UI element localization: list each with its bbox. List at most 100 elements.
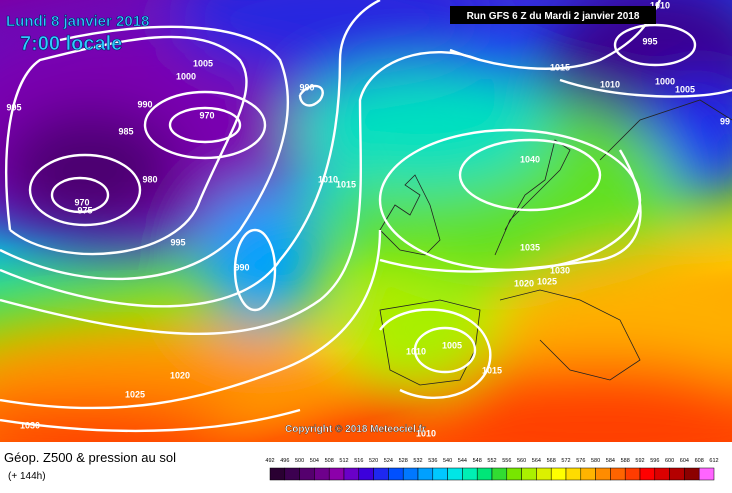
legend-level: 532 [413, 458, 422, 464]
legend-level: 572 [561, 458, 570, 464]
legend-swatch [343, 467, 360, 481]
isobar-label: 1025 [125, 389, 145, 399]
legend-level: 492 [265, 458, 274, 464]
legend-swatch [269, 467, 286, 481]
isobar-label: 99 [720, 116, 730, 126]
legend-swatch [284, 467, 300, 481]
legend-swatch [580, 467, 596, 481]
legend-swatch [565, 467, 582, 481]
legend-swatch [698, 467, 715, 481]
footer-title: Géop. Z500 & pression au sol [4, 450, 176, 465]
legend-swatch [536, 467, 552, 481]
legend-level: 592 [635, 458, 644, 464]
isobar-label: 1010 [600, 79, 620, 89]
isobar-label: 1010 [650, 0, 670, 10]
footer-lead: (+ 144h) [8, 471, 46, 482]
legend-level: 604 [680, 458, 689, 464]
legend-level: 548 [473, 458, 482, 464]
isobar-label: 990 [234, 262, 249, 272]
legend-level: 504 [310, 458, 319, 464]
legend-swatch [610, 467, 626, 481]
legend-level: 512 [339, 458, 348, 464]
legend-level: 516 [354, 458, 363, 464]
legend-swatch [299, 467, 315, 481]
isobar-label: 990 [299, 82, 314, 92]
legend-level: 496 [280, 458, 289, 464]
isobar-label: 1010 [318, 174, 338, 184]
legend-swatch [684, 467, 700, 481]
legend-level: 524 [384, 458, 393, 464]
legend-swatch [624, 467, 641, 481]
isobar-label: 980 [142, 174, 157, 184]
legend-swatch [402, 467, 419, 481]
isobar-label: 1020 [170, 370, 190, 380]
isobar-label: 1030 [20, 420, 40, 430]
legend-level: 588 [621, 458, 630, 464]
legend-level: 596 [650, 458, 659, 464]
legend-level: 536 [428, 458, 437, 464]
legend-level: 508 [325, 458, 334, 464]
copyright: Copyright © 2018 Meteociel.fr [285, 424, 426, 435]
legend-level: 600 [665, 458, 674, 464]
legend-level: 608 [695, 458, 704, 464]
isobar-label: 985 [118, 126, 133, 136]
isobar-label: 970 [199, 110, 214, 120]
legend-swatch [373, 467, 389, 481]
isobar-label: 970 [74, 197, 89, 207]
isobar-label: 1035 [520, 242, 540, 252]
legend-level: 500 [295, 458, 304, 464]
legend-swatch [447, 467, 463, 481]
legend-swatch [639, 467, 656, 481]
legend-level: 540 [443, 458, 452, 464]
legend-level: 568 [547, 458, 556, 464]
legend-swatch [654, 467, 670, 481]
legend-level: 580 [591, 458, 600, 464]
isobar-label: 1040 [520, 154, 540, 164]
legend-level: 520 [369, 458, 378, 464]
isobar-label: 1015 [550, 62, 570, 72]
legend-level: 560 [517, 458, 526, 464]
run-box [450, 6, 656, 24]
isobar-label: 995 [170, 237, 185, 247]
footer [0, 442, 732, 488]
legend-swatch [328, 467, 345, 481]
isobar-label: 1025 [537, 276, 557, 286]
legend-level: 556 [502, 458, 511, 464]
isobars [0, 0, 732, 431]
legend-swatch [476, 467, 493, 481]
isobar-label: 1005 [675, 84, 695, 94]
legend-level: 564 [532, 458, 541, 464]
color-legend: 492 496 500 504 508 512 516 520 524 528 532 536 540 5… [265, 458, 719, 481]
valid-date: Lundi 8 janvier 2018 [6, 13, 149, 30]
isobar-label: 995 [6, 102, 21, 112]
isobar-label: 1000 [655, 76, 675, 86]
legend-swatch [491, 467, 508, 481]
legend-level: 552 [487, 458, 496, 464]
isobar-label: 1030 [550, 265, 570, 275]
legend-swatch [506, 467, 522, 481]
legend-swatch [358, 467, 374, 481]
legend-swatch [521, 467, 537, 481]
isobar-label: 1005 [442, 340, 462, 350]
isobar-label: 975 [77, 205, 92, 215]
legend-swatch [550, 467, 567, 481]
isobar-label: 1020 [514, 278, 534, 288]
legend-swatch [388, 467, 404, 481]
coastlines [379, 99, 732, 386]
legend-level: 576 [576, 458, 585, 464]
run-info: Run GFS 6 Z du Mardi 2 janvier 2018 [467, 11, 640, 22]
legend-level: 544 [458, 458, 467, 464]
legend-swatch [314, 467, 330, 481]
legend-swatch [432, 467, 448, 481]
legend-level: 612 [709, 458, 718, 464]
isobar-label: 1015 [336, 179, 356, 189]
legend-swatch [595, 467, 611, 481]
legend-swatch [417, 467, 434, 481]
isobar-label: 1000 [176, 71, 196, 81]
isobar-label: 990 [137, 99, 152, 109]
isobar-label: 1010 [406, 346, 426, 356]
isobar-label: 995 [642, 36, 657, 46]
